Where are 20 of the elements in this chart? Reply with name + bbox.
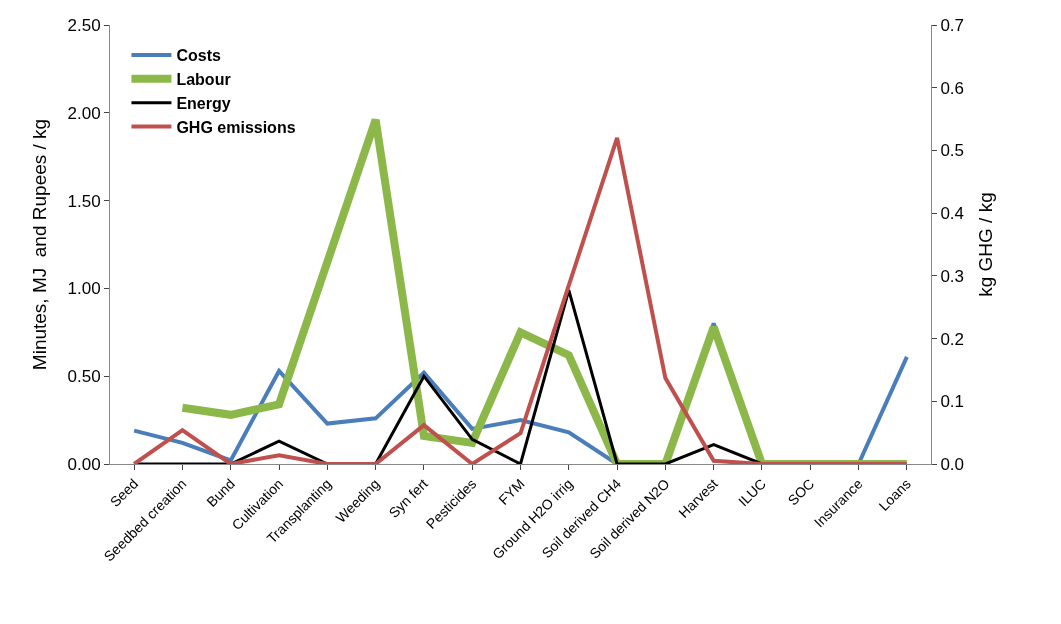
y2-tick-label: 0.2 [940,329,965,349]
legend-label: GHG emissions [176,118,296,136]
y2-tick-label: 0.0 [940,454,965,474]
legend-label: Energy [176,94,231,112]
legend-label: Labour [176,71,231,89]
y-tick-label: 1.50 [67,191,101,211]
legend-label: Costs [176,47,221,65]
y2-tick-label: 0.4 [940,204,965,224]
y-tick-label: 0.50 [67,367,101,387]
y2-tick-label: 0.1 [940,392,965,412]
y-tick-label: 0.00 [67,454,101,474]
y2-axis-title: kg GHG / kg [974,192,996,297]
y-tick-label: 2.50 [67,15,101,35]
y-axis-title: Minutes, MJ and Rupees / kg [29,118,51,371]
y2-tick-label: 0.6 [940,78,965,98]
y-tick-label: 2.00 [67,103,101,123]
y2-tick-label: 0.5 [940,141,965,161]
y2-tick-label: 0.7 [940,15,965,35]
y-tick-label: 1.00 [67,279,101,299]
y2-tick-label: 0.3 [940,266,965,286]
